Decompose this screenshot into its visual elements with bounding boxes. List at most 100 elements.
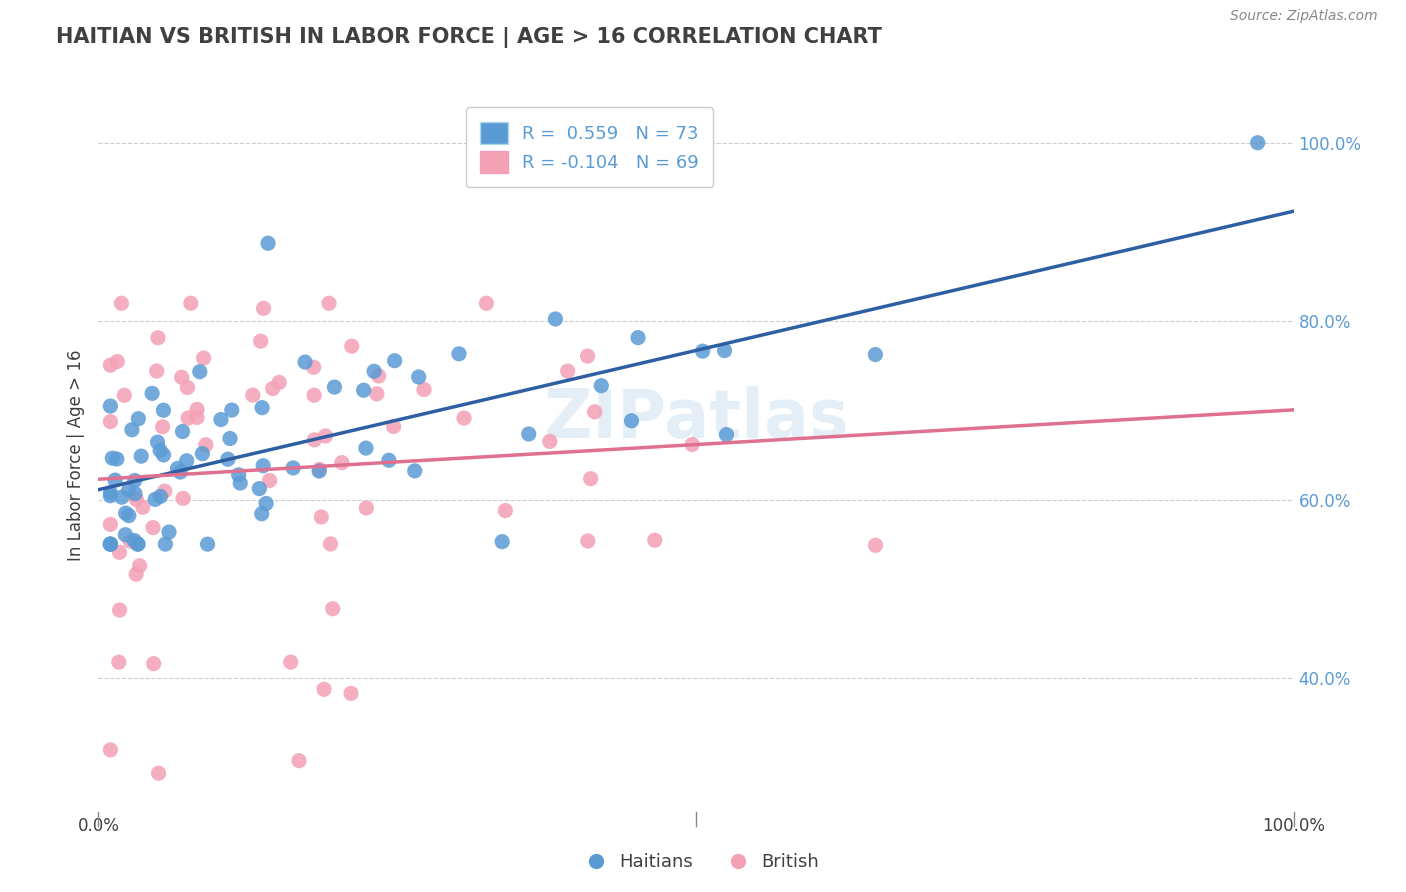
- Point: [254, 496, 277, 510]
- Point: [865, 347, 887, 361]
- Point: [177, 411, 200, 425]
- Point: [191, 447, 214, 461]
- Point: [294, 355, 316, 369]
- Point: [494, 503, 516, 517]
- Point: [98, 537, 122, 551]
- Point: [865, 538, 887, 552]
- Point: [107, 655, 129, 669]
- Point: [627, 331, 650, 345]
- Point: [169, 465, 191, 479]
- Point: [98, 358, 122, 372]
- Point: [491, 534, 513, 549]
- Point: [384, 353, 406, 368]
- Point: [262, 382, 284, 396]
- Point: [692, 344, 714, 359]
- Point: [155, 537, 177, 551]
- Point: [141, 386, 163, 401]
- Point: [308, 464, 330, 478]
- Point: [252, 458, 274, 473]
- Point: [447, 347, 470, 361]
- Point: [228, 467, 250, 482]
- Text: ZIPatlas: ZIPatlas: [544, 386, 848, 452]
- Point: [217, 452, 239, 467]
- Point: [149, 443, 172, 458]
- Point: [127, 537, 149, 551]
- Point: [281, 461, 304, 475]
- Point: [252, 301, 274, 316]
- Point: [157, 524, 180, 539]
- Point: [108, 603, 131, 617]
- Point: [576, 534, 599, 549]
- Point: [544, 312, 567, 326]
- Point: [105, 354, 128, 368]
- Point: [146, 331, 169, 345]
- Point: [101, 451, 124, 466]
- Point: [242, 388, 264, 402]
- Point: [302, 388, 325, 402]
- Point: [250, 401, 273, 415]
- Point: [193, 351, 215, 365]
- Point: [120, 534, 142, 549]
- Point: [111, 490, 134, 504]
- Point: [124, 474, 146, 488]
- Point: [98, 415, 122, 429]
- Point: [152, 448, 174, 462]
- Point: [114, 506, 136, 520]
- Point: [382, 419, 405, 434]
- Point: [170, 370, 193, 384]
- Point: [142, 657, 165, 671]
- Point: [229, 476, 252, 491]
- Point: [366, 387, 388, 401]
- Point: [110, 296, 132, 310]
- Point: [125, 492, 148, 507]
- Point: [221, 403, 243, 417]
- Point: [314, 429, 336, 443]
- Point: [620, 414, 643, 428]
- Point: [319, 537, 342, 551]
- Point: [152, 419, 174, 434]
- Point: [153, 484, 176, 499]
- Point: [98, 517, 122, 532]
- Point: [304, 433, 326, 447]
- Point: [105, 452, 128, 467]
- Point: [143, 492, 166, 507]
- Point: [98, 399, 122, 413]
- Point: [340, 339, 363, 353]
- Point: [176, 380, 198, 394]
- Point: [172, 425, 194, 439]
- Point: [128, 558, 150, 573]
- Point: [259, 474, 281, 488]
- Point: [152, 403, 174, 417]
- Point: [219, 432, 242, 446]
- Legend: Haitians, British: Haitians, British: [579, 847, 827, 879]
- Point: [713, 343, 735, 358]
- Point: [340, 686, 363, 700]
- Point: [269, 376, 291, 390]
- Point: [98, 537, 122, 551]
- Point: [280, 655, 302, 669]
- Point: [209, 412, 232, 426]
- Point: [247, 482, 270, 496]
- Point: [312, 682, 335, 697]
- Point: [172, 491, 194, 506]
- Point: [257, 236, 280, 251]
- Y-axis label: In Labor Force | Age > 16: In Labor Force | Age > 16: [66, 349, 84, 561]
- Point: [404, 464, 426, 478]
- Point: [330, 456, 353, 470]
- Point: [367, 368, 389, 383]
- Text: HAITIAN VS BRITISH IN LABOR FORCE | AGE > 16 CORRELATION CHART: HAITIAN VS BRITISH IN LABOR FORCE | AGE …: [56, 27, 882, 48]
- Point: [112, 388, 135, 402]
- Point: [408, 370, 430, 384]
- Point: [118, 508, 141, 523]
- Point: [413, 383, 436, 397]
- Point: [149, 490, 172, 504]
- Point: [302, 360, 325, 375]
- Point: [353, 383, 375, 397]
- Point: [557, 364, 579, 378]
- Point: [142, 520, 165, 534]
- Point: [576, 349, 599, 363]
- Point: [121, 423, 143, 437]
- Point: [453, 411, 475, 425]
- Point: [98, 489, 122, 503]
- Point: [583, 405, 606, 419]
